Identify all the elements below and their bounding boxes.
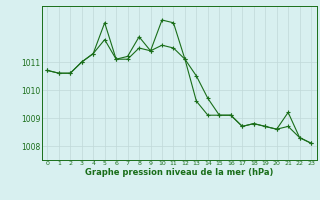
X-axis label: Graphe pression niveau de la mer (hPa): Graphe pression niveau de la mer (hPa) xyxy=(85,168,273,177)
